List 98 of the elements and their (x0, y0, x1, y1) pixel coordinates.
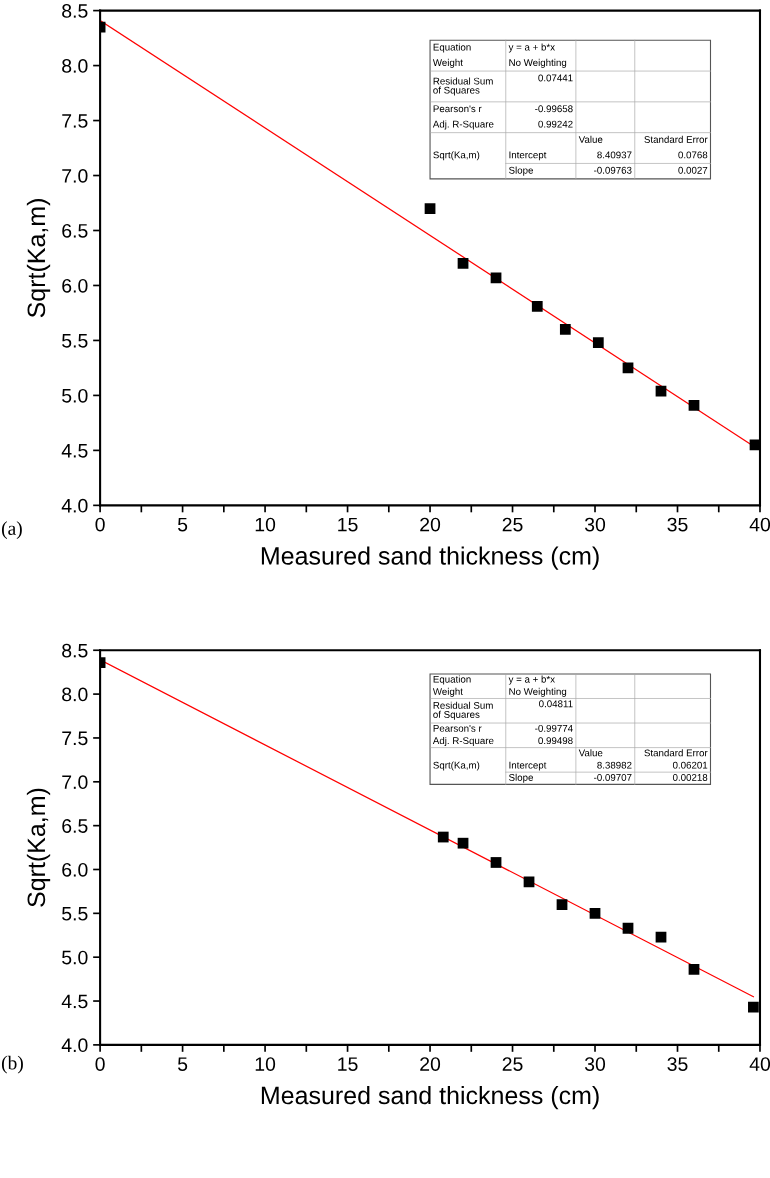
annotation: 0.07441 (538, 74, 573, 82)
annotation: 0.06201 (672, 761, 708, 769)
x-tick-label: 15 (338, 517, 358, 532)
y-tick-label: 4.5 (61, 444, 88, 458)
point (523, 876, 535, 888)
annotation: Sqrt(Ka,m) (433, 761, 480, 771)
x-tick-label: 40 (749, 517, 770, 532)
annotation: 0.0027 (678, 166, 708, 174)
x-tick-label: 35 (667, 1057, 688, 1071)
y-tick-label: 5.0 (62, 950, 88, 965)
annotation: 0.99242 (538, 120, 573, 128)
point (592, 337, 604, 349)
point (457, 258, 469, 269)
annotation: -0.09763 (594, 166, 632, 174)
point (622, 922, 634, 934)
annotation: Slope (509, 773, 534, 783)
x-tick-label: 5 (177, 1057, 188, 1071)
annotation: Adj. R-Square (432, 736, 494, 746)
y-tick-label: 6.0 (62, 862, 88, 877)
x-tick-label: 30 (584, 517, 606, 532)
annotation: Pearson's r (433, 725, 482, 732)
annotation: Adj. R-Square (432, 120, 494, 130)
annotation: No Weighting (509, 687, 567, 697)
y-tick-label: 8.5 (62, 4, 88, 18)
point (424, 203, 436, 214)
x-tick-label: 20 (420, 1057, 441, 1071)
y-tick-label: 4.0 (61, 1038, 88, 1053)
annotation: Intercept (509, 761, 547, 771)
text: (b) (1, 1055, 23, 1074)
annotation: 0.00218 (672, 774, 708, 781)
y-tick-label: 8.5 (62, 643, 88, 658)
annotation: Pearson's r (433, 105, 482, 113)
x-tick-label: 40 (749, 1057, 770, 1071)
x-tick-label: 5 (177, 517, 188, 532)
annotation: 0.99498 (538, 737, 573, 745)
annotation: Value (578, 135, 603, 143)
annotation: 8.40937 (597, 151, 632, 159)
annotation: -0.09707 (594, 774, 632, 781)
annotation: Residual Sum of Squares (433, 77, 493, 96)
annotation: y = a + b*x (508, 675, 555, 685)
point (559, 324, 571, 335)
point (748, 1001, 759, 1013)
point (457, 837, 469, 849)
y-tick-label: 6.0 (62, 278, 88, 293)
y-axis-title: Sqrt(Ka,m) (26, 199, 51, 318)
point (589, 907, 601, 919)
annotation: Value (578, 749, 603, 757)
x-axis-title: Measured sand thickness (cm) (261, 1085, 599, 1110)
point (437, 831, 449, 843)
annotation: 0.0768 (678, 151, 708, 159)
y-axis-title: Sqrt(Ka,m) (26, 788, 51, 907)
x-tick-label: 30 (584, 1057, 606, 1071)
annotation: 0.04811 (539, 700, 573, 708)
annotation: -0.99658 (535, 105, 573, 113)
x-tick-label: 0 (95, 517, 105, 532)
annotation: 8.38982 (597, 761, 632, 769)
point (688, 964, 700, 975)
y-tick-label: 5.5 (62, 334, 88, 348)
point (531, 300, 543, 312)
y-tick-label: 5.5 (62, 907, 88, 921)
x-tick-label: 0 (95, 1057, 105, 1071)
annotation: Standard Error (644, 749, 708, 757)
x-axis-title: Measured sand thickness (cm) (261, 546, 599, 570)
annotation: Intercept (509, 151, 547, 161)
x-tick-label: 15 (338, 1057, 358, 1071)
y-tick-label: 7.0 (62, 168, 88, 183)
text: (a) (1, 521, 22, 539)
y-tick-label: 7.5 (62, 114, 88, 128)
y-tick-label: 6.5 (62, 223, 88, 238)
y-tick-label: 7.0 (62, 775, 88, 790)
x-tick-label: 10 (255, 1057, 276, 1071)
y-tick-label: 7.5 (62, 731, 88, 746)
y-tick-label: 8.0 (62, 59, 88, 73)
y-tick-label: 5.0 (62, 388, 88, 403)
annotation: Slope (509, 166, 534, 176)
annotation: Standard Error (644, 135, 708, 143)
x-tick-label: 20 (420, 517, 441, 532)
y-tick-label: 4.5 (61, 994, 88, 1009)
annotation: Equation (433, 675, 471, 685)
annotation: Sqrt(Ka,m) (433, 151, 480, 161)
x-tick-label: 25 (502, 1057, 523, 1071)
x-tick-label: 10 (255, 517, 276, 532)
point (490, 272, 502, 284)
y-tick-label: 4.0 (61, 498, 88, 513)
annotation: Residual Sum of Squares (433, 701, 493, 720)
x-tick-label: 25 (502, 517, 523, 532)
point (688, 399, 700, 411)
annotation: y = a + b*x (508, 43, 555, 53)
annotation: No Weighting (509, 58, 567, 68)
annotation: Weight (432, 687, 463, 697)
annotation: Equation (433, 43, 471, 53)
y-tick-label: 6.5 (62, 819, 88, 833)
annotation: -0.99774 (535, 724, 573, 732)
point (490, 857, 502, 868)
x-tick-label: 35 (667, 517, 688, 532)
annotation: Weight (432, 58, 463, 68)
point (556, 899, 568, 910)
y-tick-label: 8.0 (62, 687, 88, 702)
